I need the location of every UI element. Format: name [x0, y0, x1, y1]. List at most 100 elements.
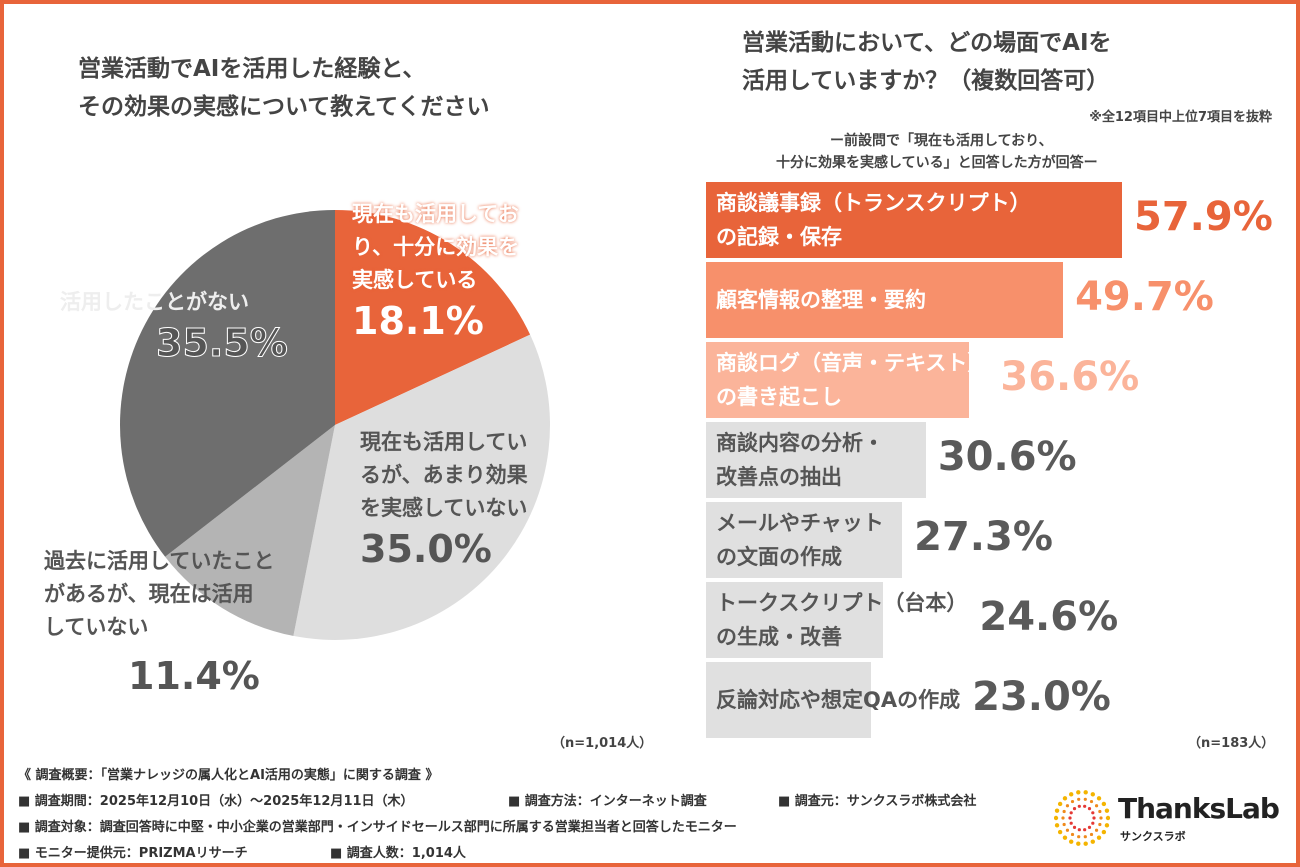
bar-label: 顧客情報の整理・要約	[716, 288, 926, 312]
pie-slice-0	[335, 210, 531, 425]
footer-source: ■ 調査元：サンクスラボ株式会社	[778, 794, 977, 809]
logo-dot	[1062, 809, 1066, 814]
logo-dot	[1057, 829, 1063, 835]
logo-dot	[1089, 832, 1094, 837]
bar-3: 商談内容の分析・ 改善点の抽出	[706, 422, 926, 498]
logo-dot	[1057, 801, 1063, 807]
logo-dot	[1083, 841, 1088, 846]
pie-label-3: 活用したことがない 35.5%	[60, 290, 289, 366]
logo-dot	[1104, 808, 1110, 813]
logo-dot	[1083, 835, 1087, 839]
logo-dot	[1077, 828, 1081, 832]
bar-subnote-1: ー前設問で「現在も活用しており、	[830, 133, 1053, 149]
logo-dot	[1069, 821, 1073, 825]
logo-dot	[1090, 792, 1096, 797]
pie-value-0: 18.1%	[352, 299, 484, 343]
logo-dot	[1062, 835, 1068, 840]
bar-label: 商談議事録（トランスクリプト） の記録・保存	[716, 191, 1031, 249]
logo-dot	[1065, 828, 1070, 832]
logo-dot	[1098, 809, 1102, 814]
footer-provider: ■ モニター提供元：PRIZMAリサーチ	[18, 846, 248, 861]
logo-dot	[1070, 799, 1075, 804]
bar-label: 反論対応や想定QAの作成	[716, 688, 961, 712]
logo-dot	[1083, 828, 1087, 832]
footer-count: ■ 調査人数：1,014人	[330, 846, 466, 861]
bar-6: 反論対応や想定QAの作成	[706, 662, 960, 738]
footer-method: ■ 調査方法：インターネット調査	[508, 794, 707, 809]
pie-label-text-0: 現在も活用してお り、十分に効果を 実感している	[352, 202, 520, 292]
logo-dot	[1061, 816, 1065, 820]
bar-label: 商談ログ（音声・テキスト） の書き起こし	[716, 351, 989, 409]
pie-slice-1	[293, 334, 550, 640]
bar-5: トークスクリプト（台本） の生成・改善	[706, 582, 967, 658]
pie-label-1: 現在も活用してい るが、あまり効果 を実感していない 35.0%	[360, 426, 590, 573]
logo-dot	[1094, 804, 1099, 808]
logo-dot	[1068, 792, 1074, 797]
pie-label-0: 現在も活用してお り、十分に効果を 実感している 18.1%	[352, 198, 519, 345]
bar-value-label: 49.7%	[1075, 274, 1214, 320]
logo-dot	[1089, 799, 1094, 804]
logo-dot	[1062, 822, 1066, 827]
logo-dot	[1065, 804, 1070, 808]
bar-label: トークスクリプト（台本） の生成・改善	[716, 591, 968, 649]
bar-0: 商談議事録（トランスクリプト） の記録・保存	[706, 182, 1122, 258]
pie-chart	[120, 210, 550, 640]
logo-dot	[1072, 825, 1077, 829]
logo-dot	[1099, 816, 1103, 820]
bar-note: ※全12項目中上位7項目を抜粋	[1089, 110, 1272, 125]
logo-dot	[1101, 829, 1107, 835]
logo-kana: サンクスラボ	[1120, 830, 1186, 843]
logo-dot	[1068, 816, 1072, 820]
pie-title: 営業活動でAIを活用した経験と、 その効果の実感について教えてください	[78, 56, 490, 120]
bar-n: （n=183人）	[1188, 736, 1275, 751]
bar-value-label: 36.6%	[1000, 354, 1140, 400]
logo-dot	[1087, 807, 1092, 811]
logo-dot	[1091, 821, 1095, 825]
logo-dot	[1087, 825, 1092, 829]
bar-4: メールやチャット の文面の作成	[706, 502, 903, 578]
bar-2: 商談ログ（音声・テキスト） の書き起こし	[706, 342, 988, 418]
logo-dot	[1083, 790, 1088, 795]
logo-dot	[1069, 811, 1073, 815]
logo-dot	[1072, 807, 1077, 811]
pie-value-3: 35.5%	[156, 321, 289, 366]
bar-value-label: 30.6%	[937, 434, 1077, 480]
pie-slice-3	[120, 210, 336, 557]
pie-slice-2	[165, 425, 335, 636]
bar-value-label: 27.3%	[914, 514, 1053, 560]
logo-dot	[1083, 797, 1087, 801]
logo-dot	[1054, 808, 1060, 813]
pie-n: （n=1,014人）	[552, 736, 653, 751]
logo-dot	[1104, 823, 1110, 828]
bar-value-label: 24.6%	[979, 594, 1119, 640]
logo-dot	[1090, 839, 1096, 844]
bar-value-label: 57.9%	[1134, 194, 1273, 240]
logo-dot	[1077, 797, 1081, 801]
logo-dot	[1101, 801, 1107, 807]
logo-dot	[1062, 796, 1068, 801]
footer-target: ■ 調査対象：調査回答時に中堅・中小企業の営業部門・インサイドセールス部門に所属…	[18, 820, 737, 835]
logo-dot	[1054, 815, 1059, 821]
bar-1: 顧客情報の整理・要約	[706, 262, 1064, 338]
logo-dot	[1076, 841, 1081, 846]
pie-label-2: 過去に活用していたこと があるが、現在は活用 していない 11.4%	[44, 545, 314, 700]
footer-summary: 《 調査概要：「営業ナレッジの属人化とAI活用の実態」に関する調査 》	[18, 768, 439, 783]
pie-value-2: 11.4%	[128, 654, 260, 698]
footer-period: ■ 調査期間：2025年12月10日（水）〜2025年12月11日（木）	[18, 794, 414, 809]
logo-dot	[1098, 822, 1102, 827]
logo-dot	[1094, 828, 1099, 832]
logo-dot	[1092, 816, 1096, 820]
thankslab-logo-icon	[1054, 790, 1110, 846]
bar-subnote-2: 十分に効果を実感している」と回答した方が回答ー	[776, 155, 1098, 171]
bar-label: メールやチャット の文面の作成	[716, 511, 884, 569]
logo-dot	[1070, 832, 1075, 837]
logo-name: ThanksLab	[1118, 792, 1280, 825]
logo-dot	[1105, 815, 1110, 821]
bar-value-label: 23.0%	[972, 674, 1111, 720]
logo-dot	[1091, 811, 1095, 815]
logo-dot	[1077, 835, 1081, 839]
logo-dot	[1077, 804, 1081, 808]
logo-dot	[1083, 804, 1087, 808]
logo-dot	[1076, 790, 1081, 795]
pie-label-text-2: 過去に活用していたこと があるが、現在は活用 していない	[44, 549, 275, 639]
